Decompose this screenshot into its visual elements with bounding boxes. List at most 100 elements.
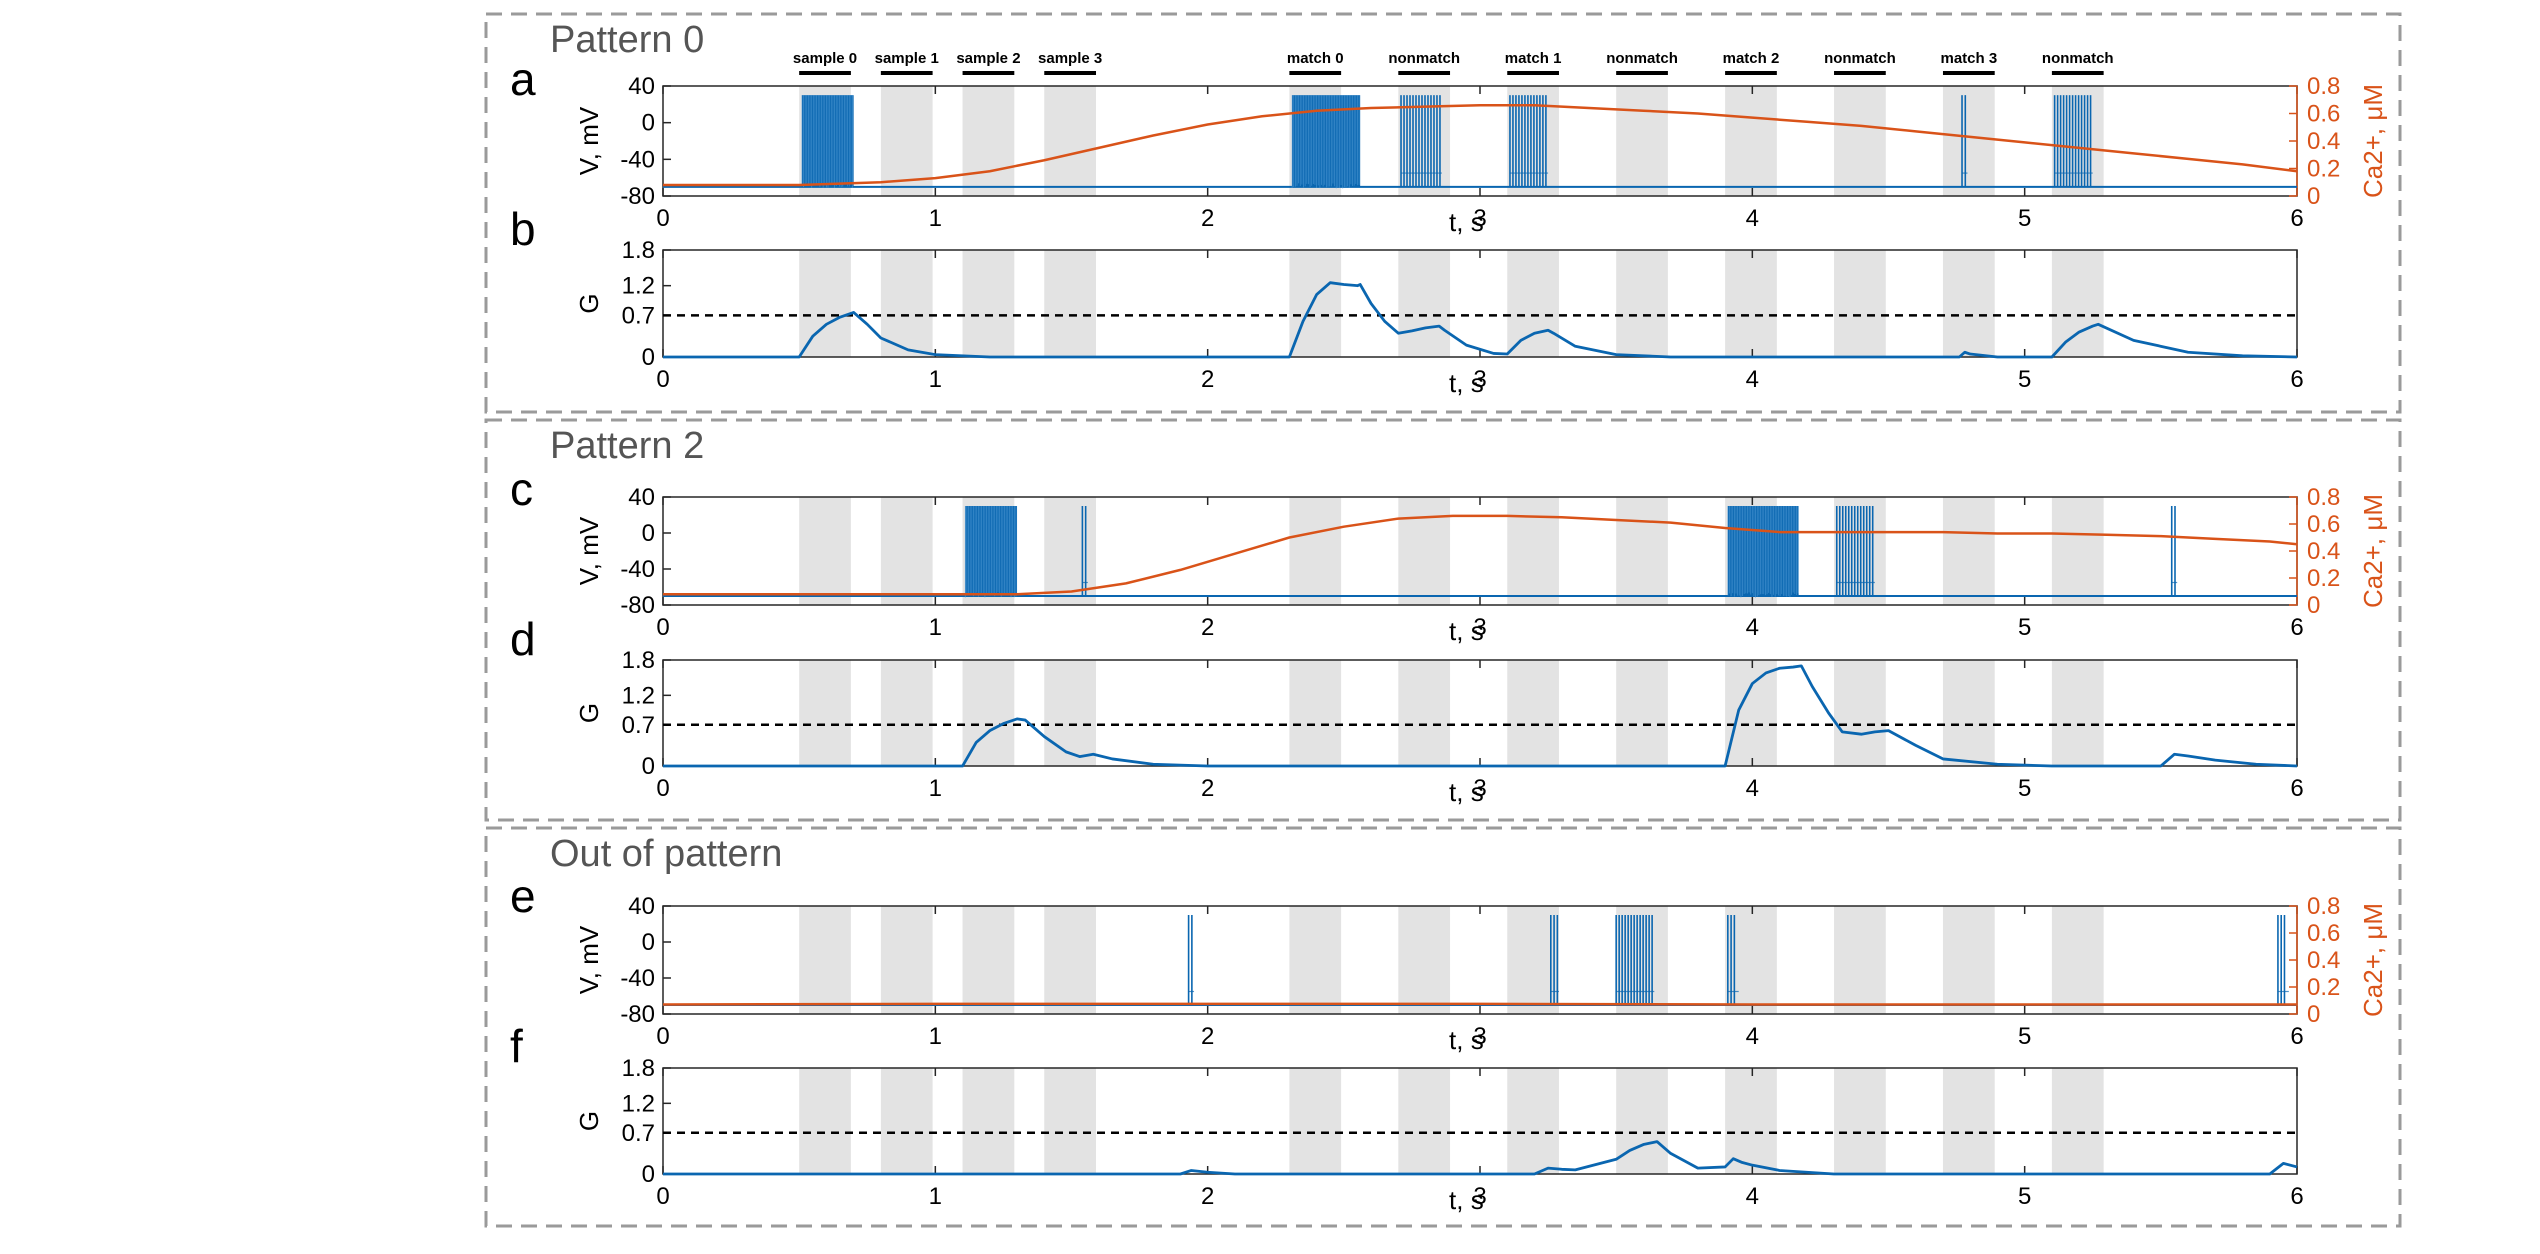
- stimulus-window: [880, 250, 933, 357]
- y2-tick-label: 0: [2307, 183, 2320, 210]
- x-tick-label: 5: [2018, 775, 2031, 802]
- y2-tick-label: 0.8: [2307, 73, 2340, 100]
- stimulus-window: [799, 906, 851, 1014]
- x-tick-label: 1: [929, 366, 942, 393]
- x-tick-label: 0: [656, 775, 669, 802]
- panel-b: 0 1 2 3 4 5 6 t, s 0 0.71.2 1.8 G: [574, 237, 2304, 398]
- stimulus-window: [1942, 1068, 1995, 1174]
- stimulus-window: [1942, 497, 1995, 605]
- y-tick-label: 1.2: [622, 273, 655, 300]
- x-tick-label: 3: [1473, 775, 1486, 802]
- stimulus-window: [1616, 660, 1668, 766]
- group-frame: [484, 826, 2402, 1228]
- calcium-line: [663, 514, 2298, 596]
- x-tick-label: 0: [656, 366, 669, 393]
- stimulus-label: nonmatch: [1606, 50, 1678, 67]
- stimulus-window: [1942, 906, 1995, 1014]
- stimulus-window: [1834, 1068, 1886, 1174]
- stimulus-label: match 1: [1505, 50, 1562, 67]
- x-tick-label: 6: [2290, 205, 2303, 232]
- x-tick-label: 0: [656, 1023, 669, 1050]
- x-tick-label: 0: [656, 1183, 669, 1210]
- x-axis-label: t, s: [1449, 207, 1484, 237]
- y-tick-label: 0: [642, 344, 655, 371]
- x-tick-label: 2: [1201, 1023, 1214, 1050]
- stimulus-window: [880, 86, 933, 196]
- stimulus-window: [2051, 660, 2104, 766]
- panel-letter-d: d: [510, 613, 536, 665]
- stimulus-window: [1289, 1068, 1342, 1174]
- stimulus-label: match 3: [1940, 50, 1997, 67]
- voltage-burst: [2053, 95, 2093, 187]
- stimulus-window: [880, 1068, 933, 1174]
- y-tick-label: -40: [620, 556, 655, 583]
- x-axis-label: t, s: [1449, 368, 1484, 398]
- x-tick-label: 1: [929, 1023, 942, 1050]
- x-tick-label: 3: [1473, 205, 1486, 232]
- y2-axis-label: Ca2+, μM: [2358, 903, 2388, 1017]
- stimulus-window: [880, 660, 933, 766]
- voltage-burst: [1509, 95, 1549, 187]
- y-tick-label: 0.7: [622, 1120, 655, 1147]
- y2-tick-label: 0.4: [2307, 128, 2340, 155]
- x-tick-label: 0: [656, 614, 669, 641]
- y2-tick-label: 0.6: [2307, 920, 2340, 947]
- x-tick-label: 6: [2290, 1023, 2303, 1050]
- y2-tick-label: 0.2: [2307, 156, 2340, 183]
- stimulus-window: [1044, 906, 1097, 1014]
- stimulus-window: [2051, 250, 2104, 357]
- stimulus-window: [1398, 86, 1451, 196]
- y-tick-label: -80: [620, 1001, 655, 1028]
- stimulus-window: [1725, 660, 1777, 766]
- stimulus-window: [799, 250, 851, 357]
- group-title-pattern-2: Pattern 2: [550, 425, 704, 467]
- stimulus-window: [1289, 906, 1342, 1014]
- stimulus-window: [1289, 497, 1342, 605]
- x-axis-label: t, s: [1449, 777, 1484, 807]
- group-frame: [484, 12, 2402, 414]
- stimulus-window: [1942, 660, 1995, 766]
- y-tick-label: 1.2: [622, 1090, 655, 1117]
- y2-tick-label: 0.8: [2307, 484, 2340, 511]
- stimulus-window: [1616, 1068, 1668, 1174]
- y-tick-label: -80: [620, 183, 655, 210]
- voltage-burst: [964, 506, 1018, 598]
- y-tick-label: 0: [642, 1161, 655, 1188]
- stimulus-window: [880, 497, 933, 605]
- x-tick-label: 3: [1473, 1023, 1486, 1050]
- y-tick-label: 1.8: [622, 237, 655, 264]
- stimulus-label: match 0: [1287, 50, 1344, 67]
- x-axis-label: t, s: [1449, 616, 1484, 646]
- x-tick-label: 4: [1746, 366, 1759, 393]
- stimulus-window: [1616, 250, 1668, 357]
- voltage-burst: [1615, 915, 1655, 1005]
- stimulus-window: [1507, 250, 1559, 357]
- y-tick-label: 40: [628, 484, 655, 511]
- y-tick-label: 0: [642, 929, 655, 956]
- stimulus-window: [1398, 660, 1451, 766]
- y-tick-label: 1.8: [622, 1055, 655, 1082]
- voltage-burst: [801, 95, 854, 189]
- x-tick-label: 4: [1746, 1183, 1759, 1210]
- stimulus-window: [1725, 250, 1777, 357]
- y-tick-label: 1.8: [622, 647, 655, 674]
- stimulus-label: sample 0: [793, 50, 857, 67]
- voltage-burst: [2277, 915, 2289, 1005]
- x-tick-label: 6: [2290, 366, 2303, 393]
- calcium-line: [662, 1002, 2297, 1006]
- conductance-line: [663, 664, 2298, 768]
- stimulus-window: [1725, 1068, 1777, 1174]
- stimulus-window: [1616, 906, 1668, 1014]
- voltage-burst: [1081, 506, 1088, 596]
- x-tick-label: 5: [2018, 1023, 2031, 1050]
- stimulus-label: nonmatch: [2042, 50, 2114, 67]
- x-tick-label: 5: [2018, 1183, 2031, 1210]
- y2-tick-label: 0.6: [2307, 511, 2340, 538]
- voltage-burst: [1550, 915, 1559, 1005]
- panel-f: 0 1 2 3 4 5 6 t, s 0 0.7 1.2 1.8 G: [574, 1055, 2304, 1215]
- y2-axis-label: Ca2+, μM: [2358, 84, 2388, 198]
- x-tick-label: 2: [1201, 366, 1214, 393]
- stimulus-window: [1044, 660, 1097, 766]
- stimulus-window: [1942, 250, 1995, 357]
